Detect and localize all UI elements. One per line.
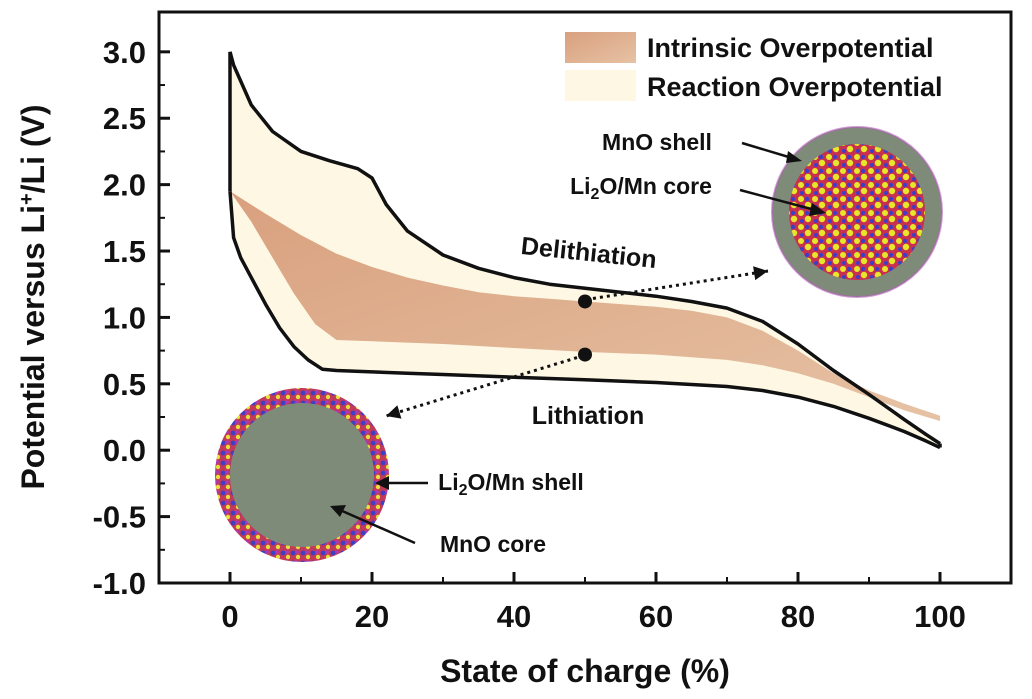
legend-swatch-reaction: [565, 70, 636, 101]
y-tick-label: 0.0: [103, 433, 146, 468]
x-axis-title: State of charge (%): [440, 653, 730, 689]
x-tick-label: 80: [781, 599, 815, 634]
x-tick-label: 0: [221, 599, 238, 634]
li2o-mn-core-label: Li2O/Mn core: [570, 173, 712, 203]
delithiated-particle: [771, 126, 943, 298]
connector-to-lithiated-particle: [385, 356, 578, 418]
legend-swatch-intrinsic: [565, 32, 636, 63]
marker-point-0: [578, 294, 592, 309]
y-axis-title: Potential versus Li+/Li (V): [15, 104, 51, 489]
lithiation-label: Lithiation: [532, 402, 644, 430]
y-tick-label: 3.0: [103, 35, 146, 70]
delithiation-curve: [228, 51, 941, 446]
y-tick-label: 2.5: [103, 101, 146, 136]
lithiation-curve: [228, 191, 941, 450]
y-tick-label: 1.5: [103, 234, 146, 269]
mno-core-arrow: [339, 508, 416, 545]
y-tick-label: -1.0: [93, 566, 146, 601]
particle-li2o-mn-core: [789, 144, 925, 280]
mno-shell-arrow: [741, 141, 793, 160]
curves: [228, 51, 942, 450]
li2o-mn-core-arrow: [739, 188, 816, 212]
x-axis-ticks: 0 20 40 60 80 100: [221, 572, 1012, 634]
li2o-mn-shell-label: Li2O/Mn shell: [438, 469, 584, 499]
delithiation-label: Delithiation: [520, 232, 658, 274]
connector-arrows: [385, 266, 769, 419]
y-tick-label: 0.5: [103, 367, 146, 402]
y-tick-label: -0.5: [93, 500, 146, 535]
lithiated-particle: [215, 388, 389, 562]
x-tick-label: 40: [497, 599, 531, 634]
legend-label-reaction: Reaction Overpotential: [647, 72, 943, 102]
legend-label-intrinsic: Intrinsic Overpotential: [647, 33, 934, 63]
mno-shell-label: MnO shell: [602, 129, 712, 155]
legend: Intrinsic Overpotential Reaction Overpot…: [565, 32, 943, 102]
marker-point-1: [578, 347, 592, 362]
y-tick-label: 1.0: [103, 300, 146, 335]
x-tick-label: 60: [639, 599, 673, 634]
particle-mno-core: [230, 403, 374, 547]
mno-core-label: MnO core: [440, 531, 546, 557]
y-tick-label: 2.0: [103, 168, 146, 203]
x-tick-label: 100: [914, 599, 966, 634]
connector-to-delithiated-particle: [592, 269, 769, 300]
y-axis-ticks: 3.0 2.5 2.0 1.5 1.0 0.5 0.0 -0.5 -1.0: [93, 35, 170, 601]
x-tick-label: 20: [355, 599, 389, 634]
